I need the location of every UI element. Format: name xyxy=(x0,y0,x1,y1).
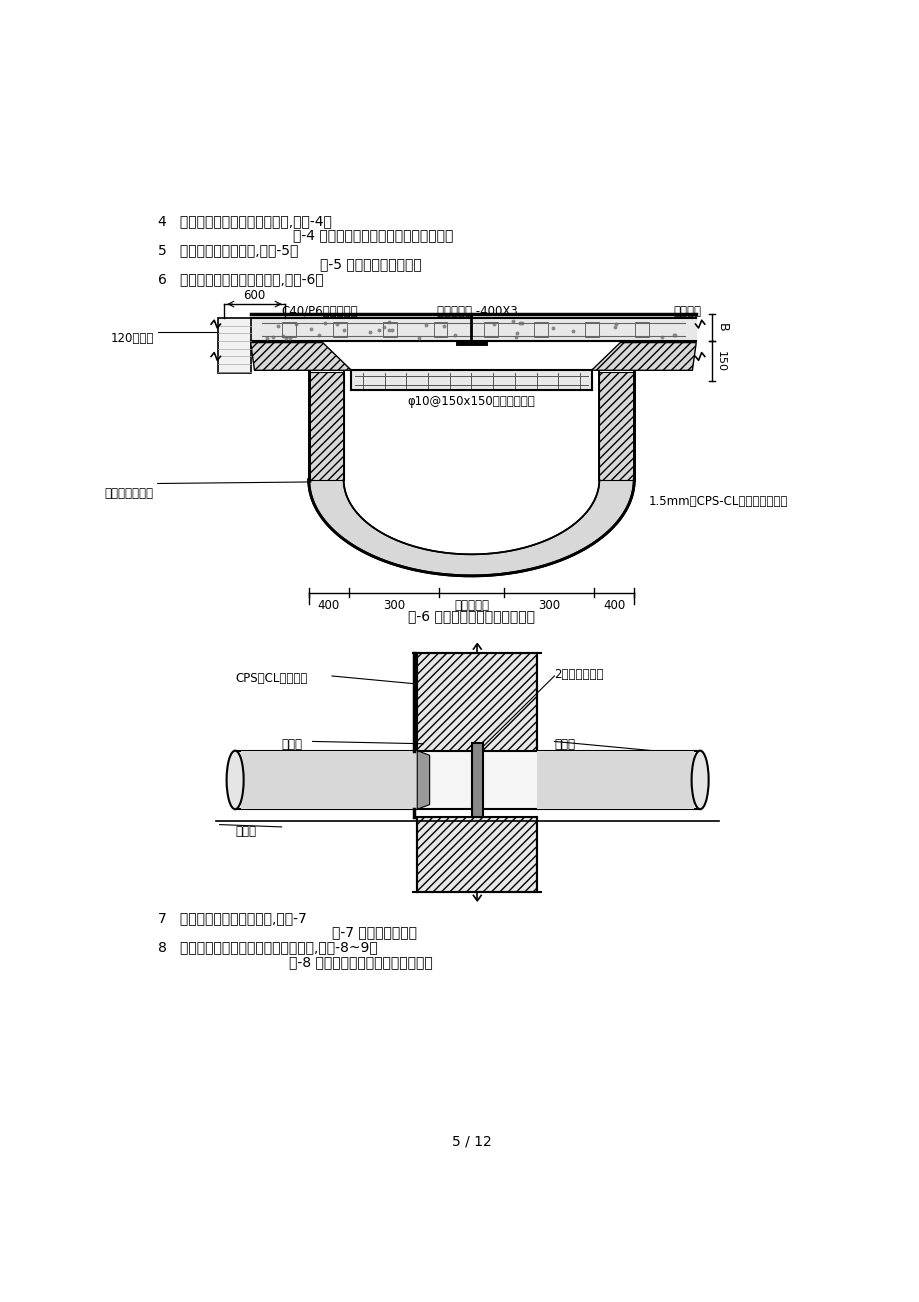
Text: 8   地下室顶板阴、阳角加强层防水节点,见图-8~9。: 8 地下室顶板阴、阳角加强层防水节点,见图-8~9。 xyxy=(157,940,377,954)
Bar xyxy=(218,318,250,374)
Text: 150: 150 xyxy=(715,350,725,371)
Text: φ10@150x150（双层双向）: φ10@150x150（双层双向） xyxy=(407,395,535,408)
Polygon shape xyxy=(250,342,351,370)
Polygon shape xyxy=(309,372,344,479)
Text: 图-8 地下室顶板阴角加强层防水处理: 图-8 地下室顶板阴角加强层防水处理 xyxy=(289,954,433,969)
Text: 后浇带宽度: 后浇带宽度 xyxy=(453,599,489,612)
Text: 钢板止水带 -400X3: 钢板止水带 -400X3 xyxy=(437,305,516,318)
Text: 迎水面: 迎水面 xyxy=(235,824,255,837)
Polygon shape xyxy=(537,751,693,810)
Text: 图-6 地下室外墙后浇带防水大样: 图-6 地下室外墙后浇带防水大样 xyxy=(407,609,535,622)
Ellipse shape xyxy=(226,751,244,810)
Text: 砖砌临时挡土墙: 砖砌临时挡土墙 xyxy=(105,487,153,500)
Text: 5   底板后浇带防水节点,见图-5。: 5 底板后浇带防水节点,见图-5。 xyxy=(157,243,298,258)
Text: CPS－CL防水卷材: CPS－CL防水卷材 xyxy=(235,672,307,685)
Text: 5 / 12: 5 / 12 xyxy=(451,1134,491,1148)
Text: 侧墙钢筋: 侧墙钢筋 xyxy=(673,305,700,318)
Text: 400: 400 xyxy=(602,599,625,612)
Polygon shape xyxy=(309,479,633,575)
Text: 600: 600 xyxy=(244,289,266,302)
Bar xyxy=(471,743,482,816)
Polygon shape xyxy=(417,652,537,753)
Text: 1.5mm厚CPS-CL双面粘防水卷材: 1.5mm厚CPS-CL双面粘防水卷材 xyxy=(648,495,787,508)
Ellipse shape xyxy=(691,751,708,810)
Text: 密封膏: 密封膏 xyxy=(281,738,302,750)
Text: 钢套管: 钢套管 xyxy=(554,738,574,750)
Text: 2厚钢板止水带: 2厚钢板止水带 xyxy=(554,668,603,681)
Polygon shape xyxy=(598,372,633,479)
Polygon shape xyxy=(417,751,429,810)
Text: 4   地下室底板变标高处防水处理,见图-4。: 4 地下室底板变标高处防水处理,见图-4。 xyxy=(157,214,331,228)
Text: 图-5 底板后浇带防水大样: 图-5 底板后浇带防水大样 xyxy=(320,256,422,271)
Polygon shape xyxy=(417,816,537,892)
Text: 6   地下室外墙后浇带防水节点,见图-6。: 6 地下室外墙后浇带防水节点,见图-6。 xyxy=(157,272,323,285)
Text: 7   预埋套管穿墙面防水处理,见图-7: 7 预埋套管穿墙面防水处理,见图-7 xyxy=(157,911,306,924)
Text: 图-7 穿墙管防水做法: 图-7 穿墙管防水做法 xyxy=(332,926,416,940)
Text: 400: 400 xyxy=(317,599,340,612)
Text: B: B xyxy=(715,323,728,332)
Text: 300: 300 xyxy=(382,599,404,612)
Polygon shape xyxy=(591,342,696,370)
Text: 300: 300 xyxy=(538,599,560,612)
Text: 120厚砖墙: 120厚砖墙 xyxy=(110,332,153,345)
Text: C40/P6外墙后浇带: C40/P6外墙后浇带 xyxy=(281,305,357,318)
Polygon shape xyxy=(241,751,417,810)
Text: 图-4 地下室底板变标高处防水节点大样图: 图-4 地下室底板变标高处防水节点大样图 xyxy=(293,228,453,242)
